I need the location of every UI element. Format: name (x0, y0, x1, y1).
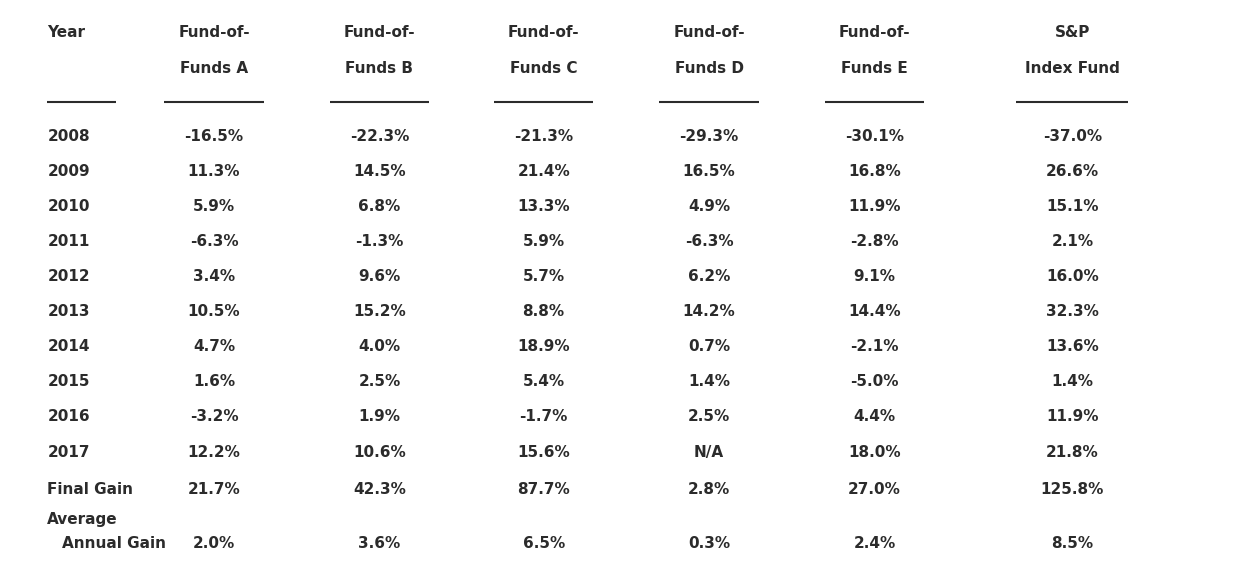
Text: 18.0%: 18.0% (848, 445, 901, 459)
Text: 5.9%: 5.9% (193, 199, 235, 214)
Text: 21.4%: 21.4% (518, 164, 570, 179)
Text: Funds D: Funds D (674, 62, 744, 76)
Text: S&P: S&P (1055, 25, 1090, 40)
Text: -2.1%: -2.1% (851, 340, 898, 354)
Text: 4.4%: 4.4% (853, 410, 896, 424)
Text: -1.7%: -1.7% (520, 410, 567, 424)
Text: 26.6%: 26.6% (1046, 164, 1098, 179)
Text: 2.8%: 2.8% (688, 483, 730, 497)
Text: 2.5%: 2.5% (358, 375, 401, 389)
Text: Final Gain: Final Gain (47, 483, 133, 497)
Text: 2011: 2011 (47, 234, 90, 249)
Text: Funds B: Funds B (346, 62, 413, 76)
Text: 10.6%: 10.6% (353, 445, 406, 459)
Text: 18.9%: 18.9% (518, 340, 570, 354)
Text: 0.7%: 0.7% (688, 340, 730, 354)
Text: 16.5%: 16.5% (683, 164, 735, 179)
Text: 87.7%: 87.7% (518, 483, 570, 497)
Text: 2.0%: 2.0% (193, 536, 235, 551)
Text: 5.4%: 5.4% (522, 375, 565, 389)
Text: -37.0%: -37.0% (1042, 129, 1102, 144)
Text: 2012: 2012 (47, 270, 90, 284)
Text: 15.6%: 15.6% (518, 445, 570, 459)
Text: 2009: 2009 (47, 164, 90, 179)
Text: 2010: 2010 (47, 199, 90, 214)
Text: -3.2%: -3.2% (189, 410, 239, 424)
Text: 9.1%: 9.1% (853, 270, 896, 284)
Text: 14.4%: 14.4% (848, 305, 901, 319)
Text: 6.5%: 6.5% (522, 536, 565, 551)
Text: 11.9%: 11.9% (848, 199, 901, 214)
Text: Annual Gain: Annual Gain (62, 536, 167, 551)
Text: 42.3%: 42.3% (353, 483, 406, 497)
Text: 12.2%: 12.2% (188, 445, 240, 459)
Text: 2013: 2013 (47, 305, 90, 319)
Text: -29.3%: -29.3% (679, 129, 739, 144)
Text: Average: Average (47, 512, 118, 527)
Text: -16.5%: -16.5% (184, 129, 244, 144)
Text: 8.5%: 8.5% (1051, 536, 1093, 551)
Text: -5.0%: -5.0% (851, 375, 898, 389)
Text: 13.6%: 13.6% (1046, 340, 1098, 354)
Text: 1.4%: 1.4% (688, 375, 730, 389)
Text: 27.0%: 27.0% (848, 483, 901, 497)
Text: 6.8%: 6.8% (358, 199, 401, 214)
Text: 4.7%: 4.7% (193, 340, 235, 354)
Text: 5.9%: 5.9% (522, 234, 565, 249)
Text: 2008: 2008 (47, 129, 90, 144)
Text: 1.4%: 1.4% (1051, 375, 1093, 389)
Text: 3.6%: 3.6% (358, 536, 401, 551)
Text: 2.5%: 2.5% (688, 410, 730, 424)
Text: 16.8%: 16.8% (848, 164, 901, 179)
Text: 0.3%: 0.3% (688, 536, 730, 551)
Text: 5.7%: 5.7% (522, 270, 565, 284)
Text: N/A: N/A (694, 445, 724, 459)
Text: 21.7%: 21.7% (188, 483, 240, 497)
Text: 4.9%: 4.9% (688, 199, 730, 214)
Text: -6.3%: -6.3% (684, 234, 734, 249)
Text: Fund-of-: Fund-of- (508, 25, 580, 40)
Text: 2016: 2016 (47, 410, 90, 424)
Text: 2.4%: 2.4% (853, 536, 896, 551)
Text: -2.8%: -2.8% (850, 234, 899, 249)
Text: 6.2%: 6.2% (688, 270, 730, 284)
Text: 9.6%: 9.6% (358, 270, 401, 284)
Text: 4.0%: 4.0% (358, 340, 401, 354)
Text: Funds C: Funds C (510, 62, 577, 76)
Text: 2017: 2017 (47, 445, 90, 459)
Text: Funds E: Funds E (841, 62, 908, 76)
Text: 2015: 2015 (47, 375, 90, 389)
Text: 11.3%: 11.3% (188, 164, 240, 179)
Text: Fund-of-: Fund-of- (178, 25, 250, 40)
Text: -6.3%: -6.3% (189, 234, 239, 249)
Text: Year: Year (47, 25, 86, 40)
Text: 16.0%: 16.0% (1046, 270, 1098, 284)
Text: Funds A: Funds A (180, 62, 248, 76)
Text: -1.3%: -1.3% (356, 234, 403, 249)
Text: 1.9%: 1.9% (358, 410, 401, 424)
Text: 15.1%: 15.1% (1046, 199, 1098, 214)
Text: Fund-of-: Fund-of- (343, 25, 415, 40)
Text: 15.2%: 15.2% (353, 305, 406, 319)
Text: -22.3%: -22.3% (350, 129, 409, 144)
Text: 32.3%: 32.3% (1046, 305, 1098, 319)
Text: 2014: 2014 (47, 340, 90, 354)
Text: 13.3%: 13.3% (518, 199, 570, 214)
Text: 1.6%: 1.6% (193, 375, 235, 389)
Text: Fund-of-: Fund-of- (838, 25, 911, 40)
Text: -21.3%: -21.3% (514, 129, 573, 144)
Text: 2.1%: 2.1% (1051, 234, 1093, 249)
Text: 14.5%: 14.5% (353, 164, 406, 179)
Text: 8.8%: 8.8% (522, 305, 565, 319)
Text: Index Fund: Index Fund (1025, 62, 1120, 76)
Text: 11.9%: 11.9% (1046, 410, 1098, 424)
Text: -30.1%: -30.1% (845, 129, 904, 144)
Text: 3.4%: 3.4% (193, 270, 235, 284)
Text: Fund-of-: Fund-of- (673, 25, 745, 40)
Text: 14.2%: 14.2% (683, 305, 735, 319)
Text: 125.8%: 125.8% (1041, 483, 1103, 497)
Text: 21.8%: 21.8% (1046, 445, 1098, 459)
Text: 10.5%: 10.5% (188, 305, 240, 319)
